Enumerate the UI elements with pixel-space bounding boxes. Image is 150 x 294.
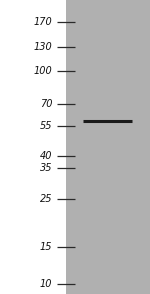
Text: 170: 170 xyxy=(34,17,52,27)
Text: 35: 35 xyxy=(40,163,52,173)
Text: 55: 55 xyxy=(40,121,52,131)
Text: 10: 10 xyxy=(40,279,52,289)
Text: 100: 100 xyxy=(34,66,52,76)
Text: 130: 130 xyxy=(34,42,52,52)
Text: 25: 25 xyxy=(40,194,52,204)
Text: 40: 40 xyxy=(40,151,52,161)
Bar xyxy=(66,0,150,294)
Text: 15: 15 xyxy=(40,242,52,252)
Text: 70: 70 xyxy=(40,99,52,109)
